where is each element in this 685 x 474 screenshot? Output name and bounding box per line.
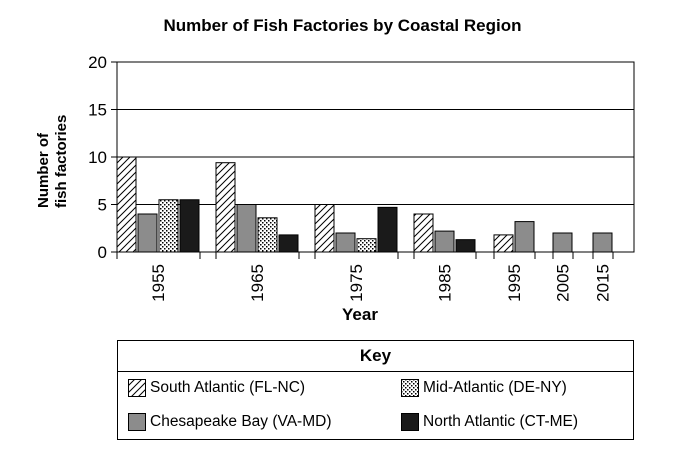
legend: Key South Atlantic (FL-NC) Mid-Atlantic … xyxy=(117,340,634,440)
legend-title: Key xyxy=(118,341,633,372)
bar-solid-gray xyxy=(592,232,613,253)
legend-item-south-atlantic: South Atlantic (FL-NC) xyxy=(128,379,305,397)
bar-diagonal-hatch xyxy=(493,234,514,253)
x-tick-label: 2015 xyxy=(594,264,613,302)
bar-diagonal-hatch xyxy=(215,162,236,253)
bar-solid-black xyxy=(377,206,398,253)
bar-dotted xyxy=(158,199,179,253)
bar-diagonal-hatch xyxy=(116,156,137,253)
bar-solid-gray xyxy=(552,232,573,253)
bar-diagonal-hatch xyxy=(314,204,335,253)
bar-solid-gray xyxy=(434,230,455,253)
y-tick-label: 10 xyxy=(88,148,107,167)
y-tick-label: 20 xyxy=(88,53,107,72)
bar-solid-black xyxy=(455,239,476,253)
y-tick-label: 15 xyxy=(88,101,107,120)
x-tick-label: 1975 xyxy=(347,264,366,302)
legend-label: South Atlantic (FL-NC) xyxy=(150,379,306,396)
legend-swatch-gray xyxy=(128,413,146,431)
legend-swatch-dots xyxy=(401,379,419,397)
x-tick-label: 1955 xyxy=(149,264,168,302)
x-tick-label: 1995 xyxy=(505,264,524,302)
bar-solid-gray xyxy=(236,204,257,253)
legend-label: Mid-Atlantic (DE-NY) xyxy=(423,379,567,396)
legend-item-north-atlantic: North Atlantic (CT-ME) xyxy=(401,413,578,431)
x-axis-label: Year xyxy=(342,305,378,324)
legend-swatch-hatch xyxy=(128,379,146,397)
bar-solid-gray xyxy=(335,232,356,253)
legend-item-chesapeake-bay: Chesapeake Bay (VA-MD) xyxy=(128,413,331,431)
legend-label: Chesapeake Bay (VA-MD) xyxy=(150,413,332,430)
legend-label: North Atlantic (CT-ME) xyxy=(423,413,579,430)
x-tick-label: 1965 xyxy=(248,264,267,302)
bar-solid-black xyxy=(179,199,200,253)
bar-dotted xyxy=(257,217,278,253)
legend-swatch-black xyxy=(401,413,419,431)
x-tick-label: 2005 xyxy=(554,264,573,302)
chart-title: Number of Fish Factories by Coastal Regi… xyxy=(163,16,522,35)
bar-solid-gray xyxy=(137,213,158,253)
legend-item-mid-atlantic: Mid-Atlantic (DE-NY) xyxy=(401,379,567,397)
y-tick-label: 5 xyxy=(98,196,107,215)
bar-solid-gray xyxy=(514,221,535,253)
bar-solid-black xyxy=(278,234,299,253)
y-tick-label: 0 xyxy=(98,243,107,262)
bar-diagonal-hatch xyxy=(413,213,434,253)
bar-dotted xyxy=(356,238,377,253)
x-tick-label: 1985 xyxy=(436,264,455,302)
